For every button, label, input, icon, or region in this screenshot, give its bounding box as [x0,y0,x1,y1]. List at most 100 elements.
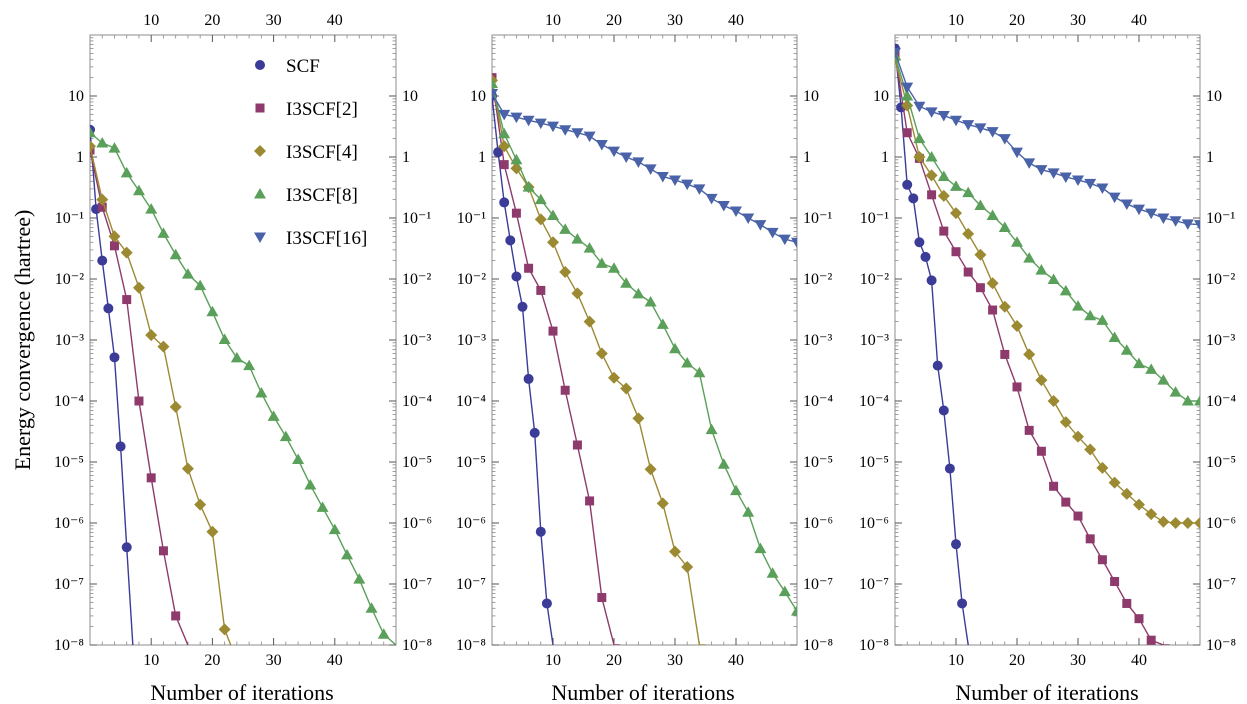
data-point-i3scf-16 [1047,168,1060,179]
y-tick-label-right: 1 [1206,149,1214,166]
data-point-i3scf-2 [1061,497,1071,507]
data-point-i3scf-8 [730,484,742,496]
data-point-i3scf-16 [1133,204,1145,216]
data-point-i3scf-4 [950,207,962,220]
data-point-i3scf-8 [230,351,243,363]
data-point-scf [511,271,522,282]
data-point-i3scf-8 [108,142,121,153]
data-point-i3scf-4 [194,498,207,511]
legend-marker-scf [255,60,265,70]
data-point-scf [505,235,516,246]
data-point-i3scf-8 [1023,252,1036,263]
data-point-scf [920,251,931,262]
data-point-i3scf-4 [96,193,109,206]
y-tick-label-right: 10 [402,88,418,105]
data-point-i3scf-4 [145,329,158,342]
data-point-i3scf-8 [328,523,341,535]
y-tick-label-right: 10⁻³ [402,332,431,349]
y-tick-label-right: 10 [803,88,819,105]
data-point-i3scf-8 [181,268,194,279]
data-point-i3scf-8 [120,166,133,178]
data-point-i3scf-2 [511,208,521,218]
data-point-i3scf-2 [122,295,132,305]
y-tick-label-left: 10⁻² [860,271,889,288]
data-point-i3scf-8 [206,305,219,317]
plot-frame [89,34,397,646]
data-point-i3scf-2 [572,440,582,450]
data-point-scf [535,526,546,537]
data-point-i3scf-8 [901,90,914,101]
data-point-i3scf-8 [766,567,779,578]
x-tick-label-top: 10 [545,12,561,29]
y-tick-label-right: 10⁻⁵ [1206,454,1236,471]
data-point-i3scf-8 [974,199,987,211]
y-tick-label-right: 10⁻⁶ [402,515,432,532]
series-line-i3scf-8 [90,132,396,645]
data-point-i3scf-4 [1059,416,1072,429]
data-point-i3scf-2 [97,202,107,212]
y-tick-label-right: 10⁻¹ [402,210,431,227]
legend-label-scf: SCF [286,56,320,77]
y-tick-label-left: 10⁻³ [55,332,84,349]
x-axis-label-panel-3: Number of iterations [955,680,1138,704]
x-tick-label-bottom: 30 [1070,652,1086,669]
data-point-i3scf-16 [766,227,779,239]
data-point-i3scf-16 [705,193,718,205]
data-point-i3scf-16 [583,131,596,143]
data-point-i3scf-8 [1047,273,1060,285]
x-tick-label-bottom: 30 [667,652,683,669]
data-point-i3scf-4 [620,382,633,395]
y-tick-label-left: 10⁻³ [860,332,889,349]
data-point-i3scf-2 [1085,534,1095,544]
data-point-i3scf-4 [986,277,999,290]
data-point-i3scf-8 [656,318,669,329]
data-point-i3scf-4 [571,287,584,300]
data-point-i3scf-8 [620,277,633,288]
data-point-i3scf-2 [90,145,95,155]
data-point-i3scf-8 [1035,264,1048,275]
data-point-i3scf-4 [669,545,681,558]
series-line-i3scf-4 [895,59,1200,524]
data-point-i3scf-4 [498,140,511,153]
data-point-i3scf-16 [656,171,669,183]
data-point-scf [957,598,968,609]
y-tick-label-left: 10⁻⁷ [54,576,84,593]
data-point-i3scf-2 [975,283,985,293]
y-tick-label-right: 10⁻⁷ [1206,576,1236,593]
data-point-i3scf-16 [998,134,1011,145]
data-point-i3scf-4 [1145,508,1158,521]
y-tick-label-right: 10⁻⁸ [1206,637,1236,654]
data-point-i3scf-2 [902,128,912,138]
data-point-i3scf-8 [522,181,535,192]
data-point-i3scf-2 [109,241,119,251]
y-tick-label-left: 10⁻⁷ [456,576,486,593]
data-point-i3scf-2 [1049,481,1059,491]
data-point-i3scf-16 [925,107,938,118]
y-tick-label-right: 10⁻⁵ [402,454,432,471]
data-point-i3scf-4 [998,300,1011,313]
data-point-i3scf-8 [937,170,950,181]
data-point-i3scf-8 [644,295,657,307]
series-line-scf [90,129,134,645]
y-tick-label-left: 10⁻⁶ [859,515,889,532]
legend-label-i3scf-8: I3SCF[8] [286,185,358,206]
data-point-i3scf-4 [644,463,657,476]
data-point-i3scf-8 [304,478,317,490]
data-point-i3scf-4 [1035,374,1048,387]
data-point-i3scf-8 [595,257,608,268]
data-point-i3scf-4 [559,266,572,279]
data-point-i3scf-8 [365,602,378,613]
y-tick-label-left: 10⁻² [457,271,486,288]
plot-area [90,124,396,645]
data-point-i3scf-8 [169,248,182,260]
data-point-i3scf-8 [194,279,207,291]
data-point-scf [926,275,937,286]
data-point-i3scf-4 [925,169,938,182]
data-point-scf [908,193,919,204]
data-point-i3scf-16 [1023,158,1036,169]
data-point-i3scf-8 [1072,300,1084,311]
data-point-i3scf-8 [1194,395,1200,406]
data-point-scf [517,301,528,312]
data-point-i3scf-2 [963,267,973,277]
y-tick-label-right: 1 [402,149,410,166]
